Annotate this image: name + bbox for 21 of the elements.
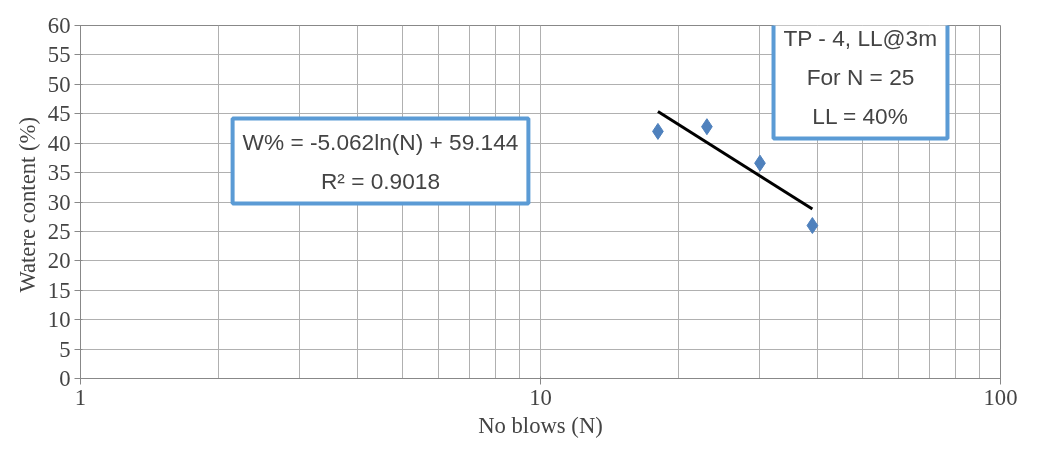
x-tick-label: 1 [74, 384, 87, 410]
y-tick-label: 50 [47, 71, 71, 97]
y-tick-label: 5 [59, 336, 71, 362]
point [806, 217, 819, 235]
y-tick-label: 60 [47, 13, 71, 38]
x-axis-title: No blows (N) [478, 412, 603, 438]
x-tick-label: 100 [983, 384, 1018, 410]
annotation: TP - 4, LL@3m For N = 25 LL = 40% [783, 24, 938, 129]
y-tick-label: 15 [47, 277, 71, 303]
y-axis-title: Watere content (%) [14, 117, 40, 293]
y-tick-label: 30 [47, 189, 71, 215]
y-tick-label: 10 [47, 307, 71, 333]
x-tick-label: 10 [529, 384, 552, 410]
y-tick-label: 45 [47, 101, 71, 127]
y-tick-label: 20 [47, 248, 71, 274]
y-tick-label: 40 [47, 130, 71, 156]
y-tick-label: 35 [47, 160, 71, 186]
y-tick-label: 55 [47, 42, 71, 68]
y-tick-label: 0 [59, 366, 71, 391]
annotation: W% = -5.062ln(N) + 59.144 R² = 0.9018 [242, 128, 519, 194]
y-tick-label: 25 [47, 218, 71, 244]
